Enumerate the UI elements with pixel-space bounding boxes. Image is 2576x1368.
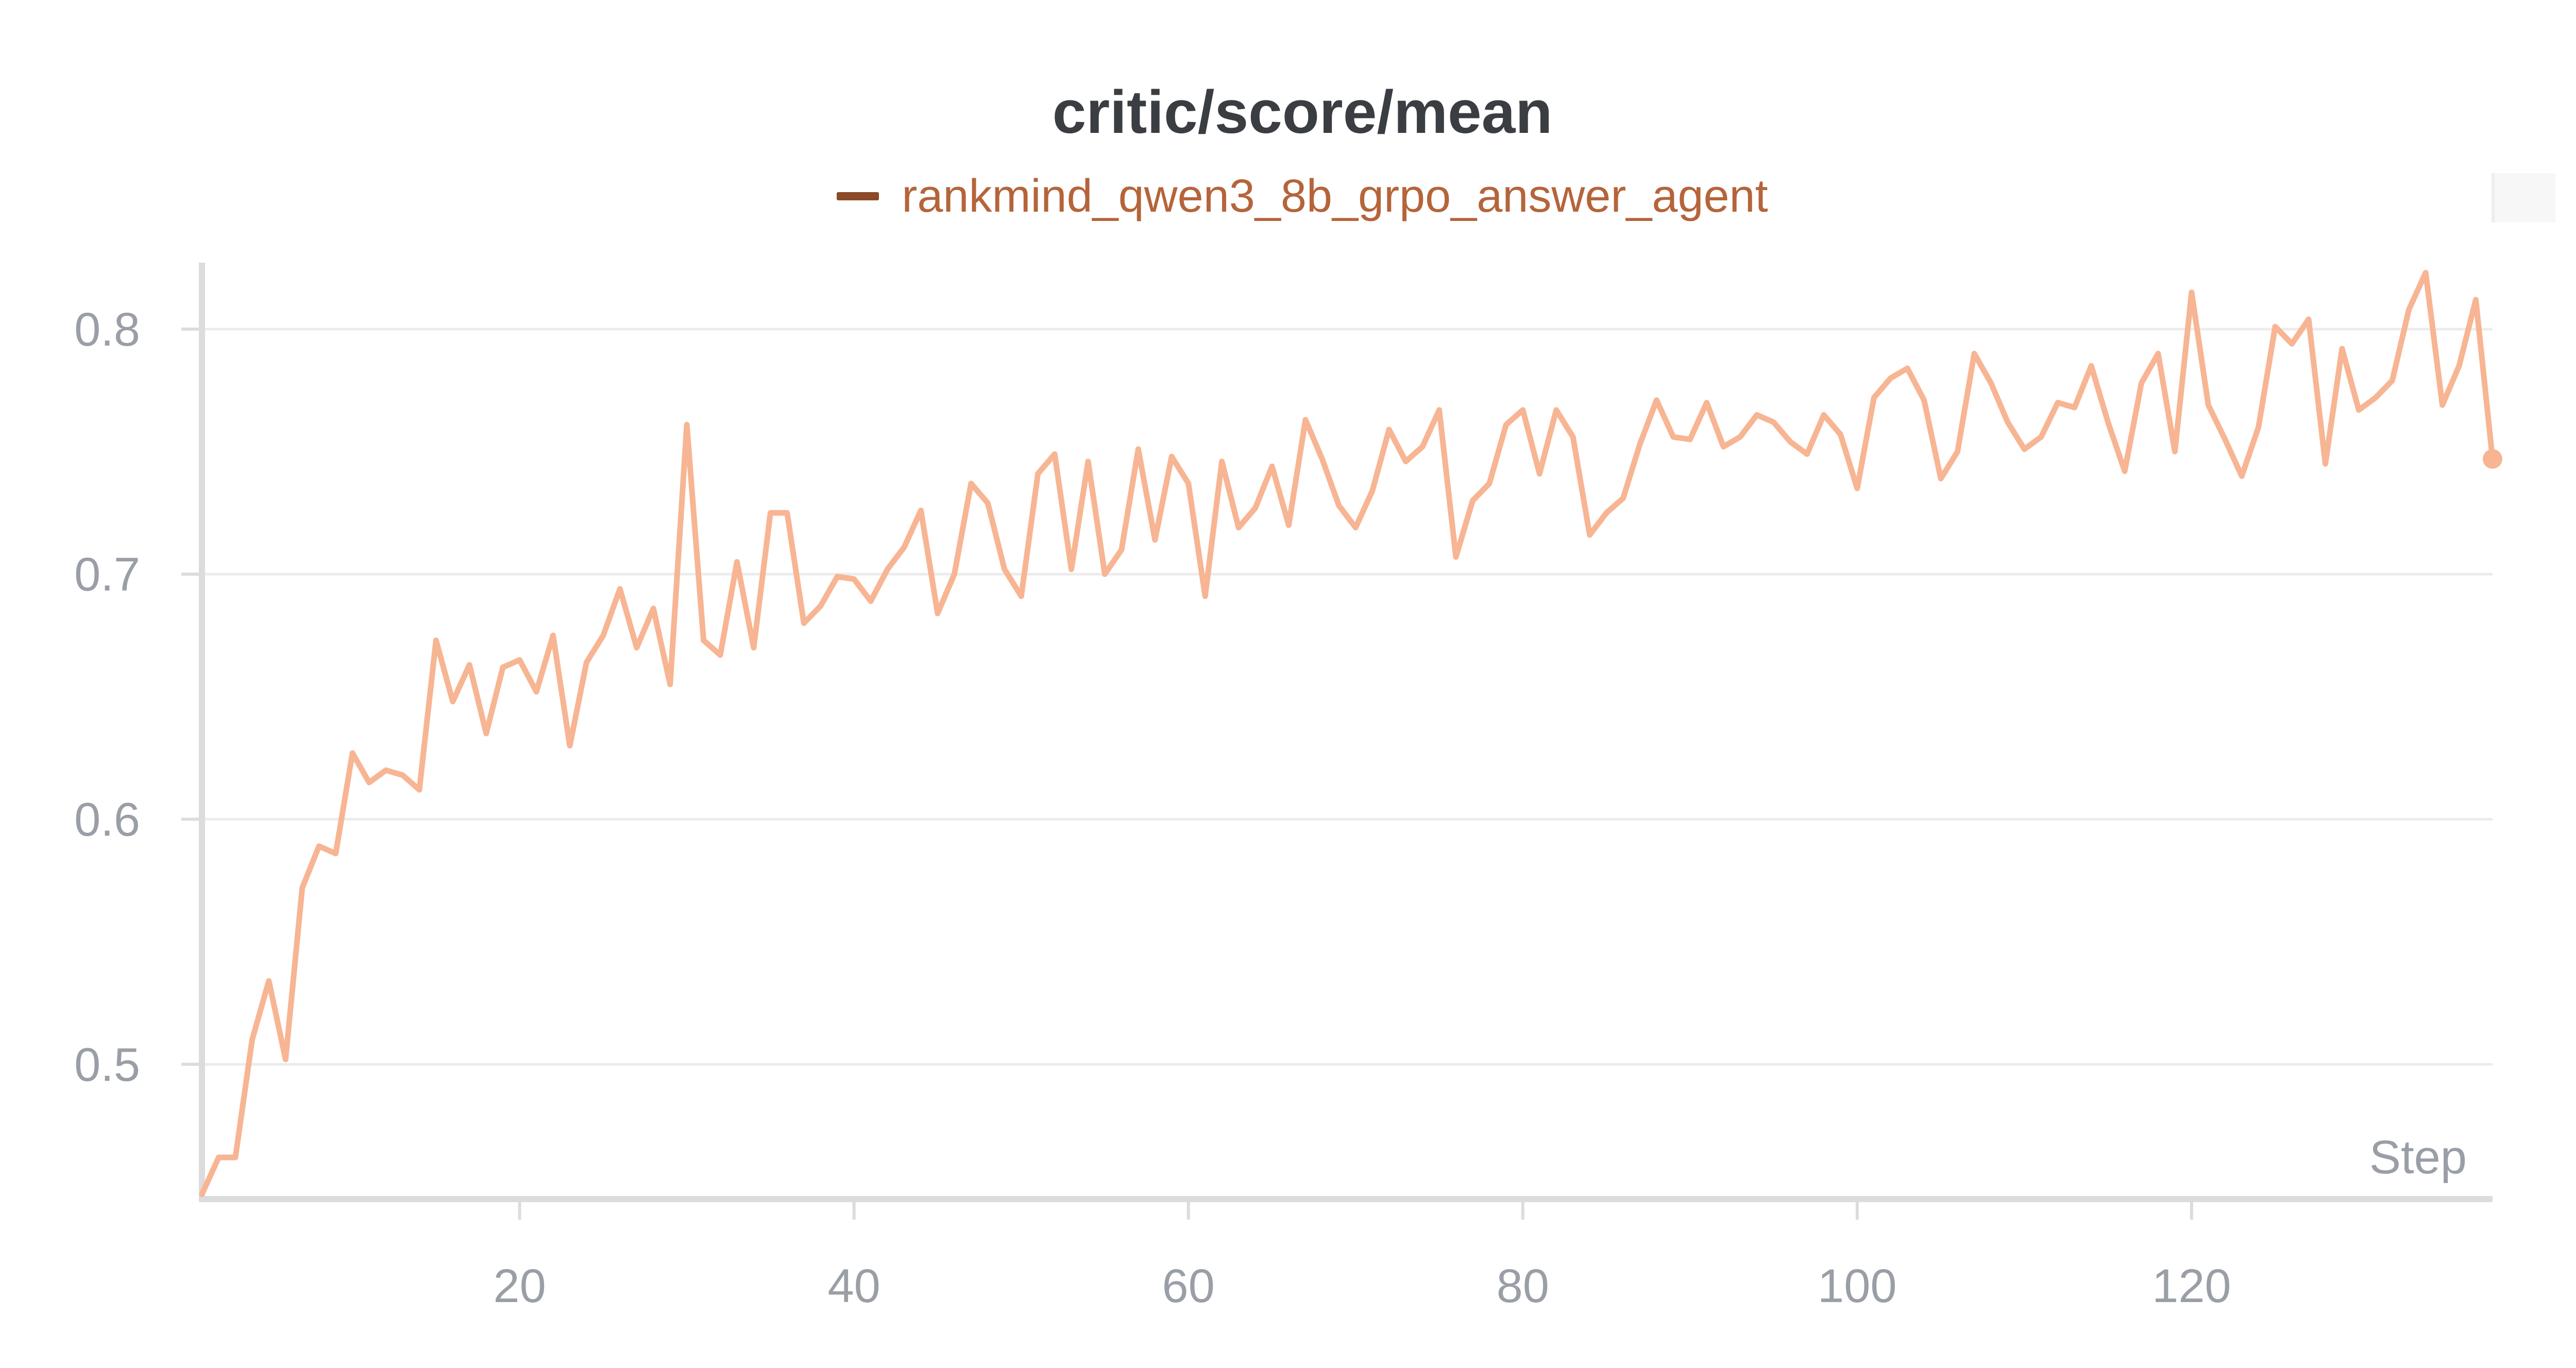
legend-label-series: rankmind_qwen3_8b_grpo_answer_agent	[902, 170, 1768, 222]
axes	[199, 263, 2493, 1202]
x-tick-label-100: 100	[1818, 1260, 1897, 1312]
series-end-point-0	[2483, 449, 2502, 469]
x-tick-label-80: 80	[1497, 1260, 1549, 1312]
x-axis-ticks: 20 40 60 80 100 120	[493, 1199, 2231, 1312]
y-tick-label-0.8: 0.8	[74, 303, 140, 356]
x-tick-label-20: 20	[493, 1260, 546, 1312]
panel-control-box[interactable]	[2492, 173, 2555, 223]
x-tick-label-60: 60	[1162, 1260, 1215, 1312]
chart-title: critic/score/mean	[1052, 78, 1553, 146]
y-tick-label-0.5: 0.5	[74, 1038, 140, 1091]
grid-lines	[202, 328, 2493, 1066]
series-line-0	[199, 270, 2496, 1197]
legend-swatch	[837, 192, 879, 201]
x-tick-label-40: 40	[827, 1260, 880, 1312]
series-group	[199, 270, 2502, 1197]
x-tick-label-120: 120	[2152, 1260, 2231, 1312]
y-axis-ticks: 0.5 0.6 0.7 0.8	[74, 303, 202, 1091]
y-tick-label-0.7: 0.7	[74, 549, 140, 601]
legend[interactable]: rankmind_qwen3_8b_grpo_answer_agent	[0, 170, 2576, 223]
x-axis-label: Step	[2369, 1131, 2467, 1184]
y-tick-label-0.6: 0.6	[74, 794, 140, 846]
